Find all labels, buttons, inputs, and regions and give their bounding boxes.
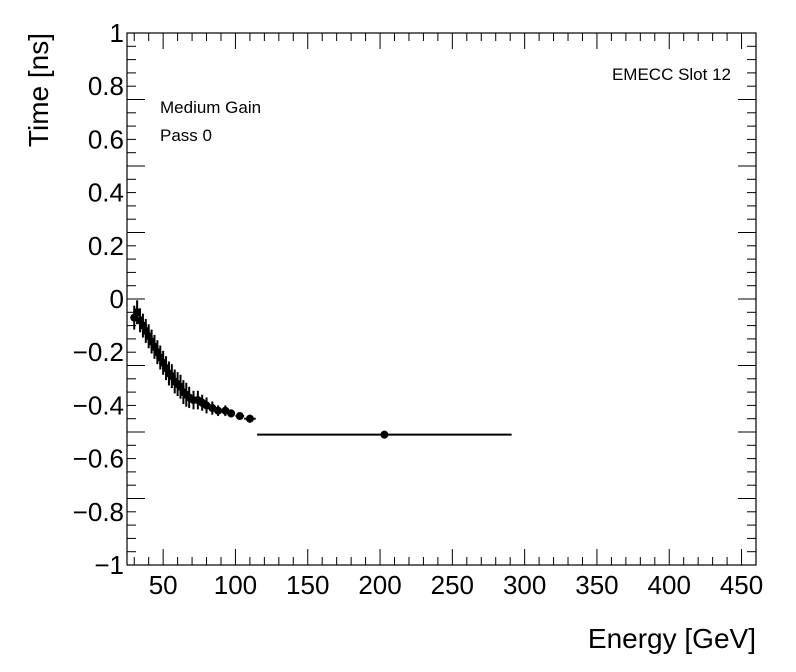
x-tick-label: 300 <box>503 570 546 600</box>
y-tick-label: 0.6 <box>88 124 124 154</box>
annotation-pass: Pass 0 <box>160 126 212 145</box>
y-tick-label: −1 <box>94 550 124 580</box>
data-point <box>244 414 256 423</box>
x-tick-label: 250 <box>431 570 474 600</box>
y-tick-label: 0 <box>110 284 124 314</box>
point-marker <box>227 409 236 418</box>
data-point <box>208 401 217 415</box>
data-point <box>257 430 512 439</box>
y-tick-label: −0.6 <box>73 444 124 474</box>
point-marker <box>245 414 254 423</box>
y-tick-label: 0.4 <box>88 178 124 208</box>
point-marker <box>235 412 244 421</box>
data-points <box>130 300 512 439</box>
data-point <box>235 412 245 421</box>
y-tick-label: 0.2 <box>88 231 124 261</box>
x-tick-label: 50 <box>149 570 178 600</box>
axis-ticks <box>127 32 757 566</box>
data-point <box>227 409 236 418</box>
x-tick-label: 200 <box>358 570 401 600</box>
y-tick-label: 0.8 <box>88 71 124 101</box>
y-tick-label: 1 <box>110 18 124 48</box>
y-tick-label: −0.8 <box>73 497 124 527</box>
annotation-slot: EMECC Slot 12 <box>612 65 731 84</box>
x-axis-title: Energy [GeV] <box>588 623 756 654</box>
y-tick-label: −0.4 <box>73 390 124 420</box>
y-tick-labels: −1 −0.8 −0.6 −0.4 −0.2 0 0.2 0.4 0.6 0.8 1 <box>73 18 124 580</box>
x-tick-label: 450 <box>720 570 763 600</box>
annotation-gain: Medium Gain <box>160 98 261 117</box>
y-axis-title: Time [ns] <box>23 33 54 147</box>
x-tick-label: 400 <box>648 570 691 600</box>
x-tick-label: 350 <box>575 570 618 600</box>
point-marker <box>214 406 223 415</box>
x-tick-label: 150 <box>286 570 329 600</box>
x-tick-label: 100 <box>214 570 257 600</box>
x-tick-labels: 50 100 150 200 250 300 350 400 450 <box>149 570 764 600</box>
point-marker <box>380 430 389 439</box>
data-point <box>214 405 223 417</box>
y-tick-label: −0.2 <box>73 337 124 367</box>
